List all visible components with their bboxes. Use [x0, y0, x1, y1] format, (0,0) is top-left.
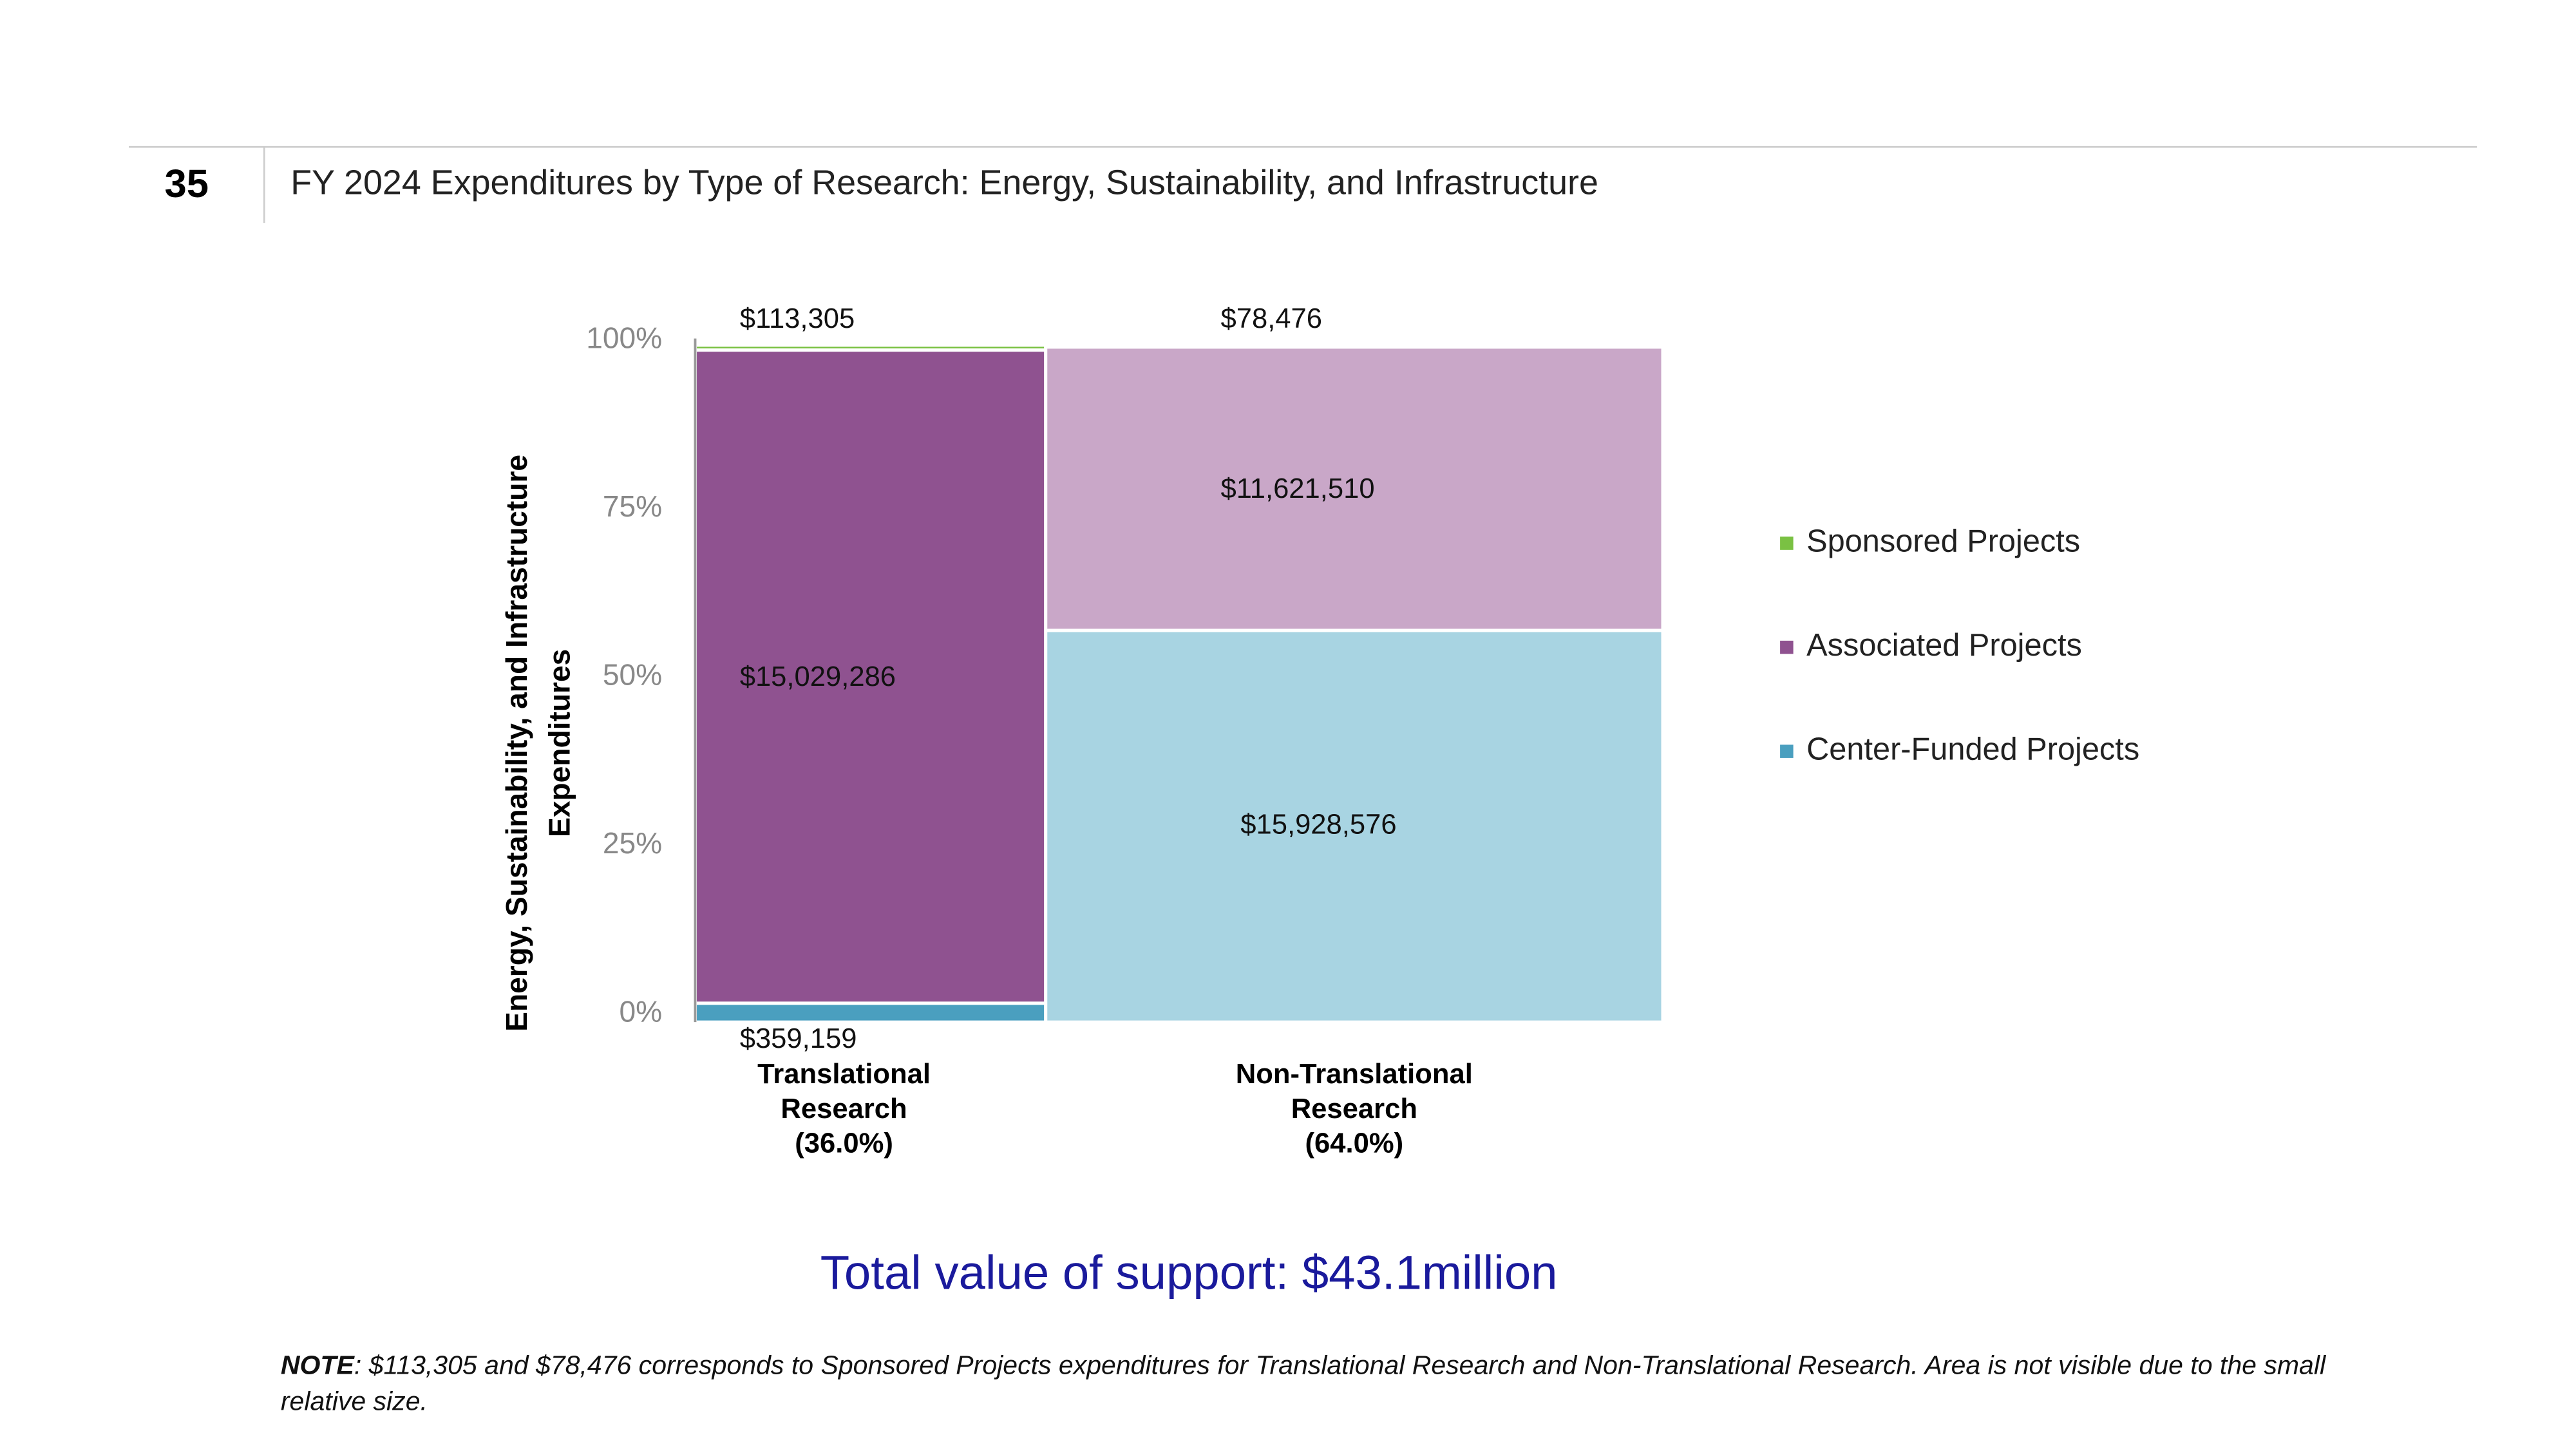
- x-share-label: (36.0%): [795, 1128, 893, 1159]
- page-number: 35: [165, 162, 209, 206]
- legend-label: Sponsored Projects: [1806, 524, 2080, 558]
- segment: [697, 1005, 1045, 1021]
- y-label-box: Energy, Sustainability, and Infrastructu…: [500, 454, 576, 1032]
- legend-swatch: [1780, 536, 1794, 550]
- note: NOTE: $113,305 and $78,476 corresponds t…: [281, 1349, 2394, 1422]
- x-share-label: (64.0%): [1305, 1128, 1404, 1159]
- note-label: NOTE: [280, 1352, 354, 1381]
- legend-swatch: [1780, 640, 1794, 654]
- note-body: : $113,305 and $78,476 corresponds to Sp…: [280, 1352, 2326, 1417]
- value-label: $11,621,510: [1220, 473, 1374, 504]
- segment: [1047, 348, 1662, 629]
- y-tick-label: 50%: [603, 658, 662, 691]
- value-label: $15,928,576: [1240, 810, 1396, 840]
- y-tick-label: 0%: [620, 995, 663, 1028]
- legend-swatch: [1780, 744, 1794, 758]
- category-label-box: Translational Research(36.0%): [757, 1058, 931, 1159]
- y-tick-label: 100%: [586, 321, 662, 354]
- segment: [697, 346, 1045, 348]
- y-axis-label: Energy, Sustainability, and Infrastructu…: [500, 454, 576, 1032]
- x-category-label: Translational Research: [757, 1058, 931, 1125]
- value-label: $15,029,286: [740, 661, 896, 692]
- total-text: Total value of support: $43.1million: [820, 1246, 1558, 1300]
- y-tick-label: 75%: [603, 489, 662, 523]
- page-title: FY 2024 Expenditures by Type of Research…: [290, 163, 1598, 202]
- value-label: $359,159: [740, 1023, 857, 1054]
- x-category-label: Non-Translational Research: [1235, 1058, 1473, 1125]
- note-text: NOTE: $113,305 and $78,476 corresponds t…: [281, 1349, 2394, 1422]
- value-label: $113,305: [740, 303, 855, 334]
- legend-label: Center-Funded Projects: [1806, 732, 2139, 767]
- value-label: $78,476: [1220, 303, 1322, 334]
- segment: [697, 352, 1045, 1002]
- y-tick-label: 25%: [603, 826, 662, 860]
- legend-label: Associated Projects: [1806, 628, 2082, 663]
- segment: [1047, 632, 1662, 1021]
- category-label-box: Non-Translational Research(64.0%): [1235, 1058, 1473, 1159]
